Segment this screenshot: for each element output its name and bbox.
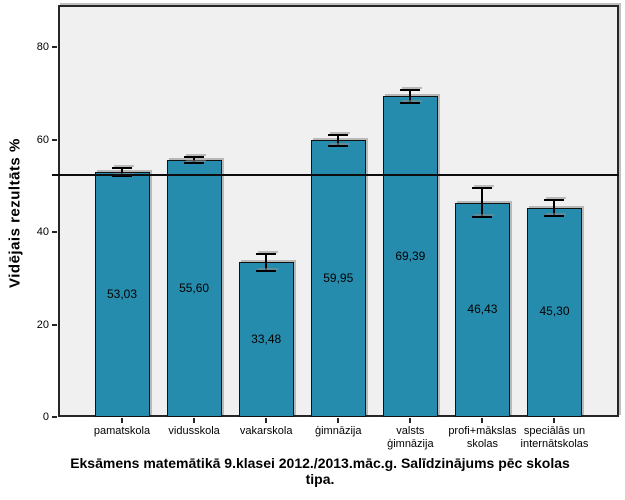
x-tick-mark [553,418,556,423]
bar [382,96,438,417]
error-bar-cap-top [256,253,277,256]
y-axis-title: Vidējais rezultāts % [6,138,24,288]
reference-line [52,174,619,177]
error-bar-cap-bottom [328,144,349,147]
chart-title-line-1: Eksāmens matemātikā 9.klasei 2012./2013.… [70,455,570,471]
error-bar-cap-top [472,187,493,190]
error-bar-line [553,199,556,216]
y-tick-mark [52,323,57,326]
bar [310,140,366,417]
y-tick-mark [52,46,57,49]
error-bar-cap-top [328,133,349,136]
chart-title: Eksāmens matemātikā 9.klasei 2012./2013.… [55,455,585,487]
x-tick-mark [265,418,268,423]
chart-title-line-2: tipa. [305,471,335,487]
error-bar-line [193,156,196,164]
error-bar-cap-top [544,198,565,201]
bar-value-label: 69,39 [395,248,426,263]
bar [238,262,294,417]
error-bar-cap-bottom [256,269,277,272]
error-bar-line [121,167,123,177]
error-bar-cap-top [400,89,421,92]
error-bar-line [265,254,268,271]
y-tick-label: 80 [36,41,49,54]
error-bar-line [337,134,340,146]
category-label: valsts ģimnāzija [387,425,434,450]
category-label: pamatskola [93,425,151,437]
x-tick-mark [481,418,484,423]
category-label: vidusskola [168,425,220,437]
y-tick-mark [52,416,57,418]
bar [454,202,510,417]
bar-value-label: 33,48 [251,331,282,346]
error-bar-cap-bottom [184,162,205,165]
x-tick-mark [409,418,412,423]
y-tick-label: 60 [36,133,49,146]
y-tick-label: 40 [36,226,49,239]
bar-value-label: 46,43 [467,301,498,316]
y-tick-label: 20 [36,318,49,331]
x-tick-mark [121,418,123,423]
category-label: ģimnāzija [315,425,362,437]
bar [526,207,582,417]
error-bar-cap-bottom [400,101,421,104]
bar-value-label: 53,03 [106,286,138,301]
x-tick-mark [337,418,340,423]
error-bar-cap-top [112,166,132,169]
error-bar-cap-bottom [472,215,493,218]
bar [94,172,150,417]
x-tick-mark [193,418,196,423]
bar-value-label: 55,60 [179,280,210,295]
bar-value-label: 45,30 [539,304,570,319]
error-bar-line [409,90,412,103]
category-label: vakarskola [239,425,293,437]
bar-value-label: 59,95 [323,270,354,285]
category-label: profi+mākslas skolas [448,425,517,450]
y-tick-label: 0 [42,411,49,423]
error-bar-line [481,188,484,217]
category-label: speciālās un internātskolas [520,425,589,450]
y-tick-mark [52,138,57,141]
error-bar-cap-bottom [544,214,565,217]
y-tick-mark [52,231,57,234]
bar [166,160,222,417]
error-bar-cap-top [184,155,205,158]
